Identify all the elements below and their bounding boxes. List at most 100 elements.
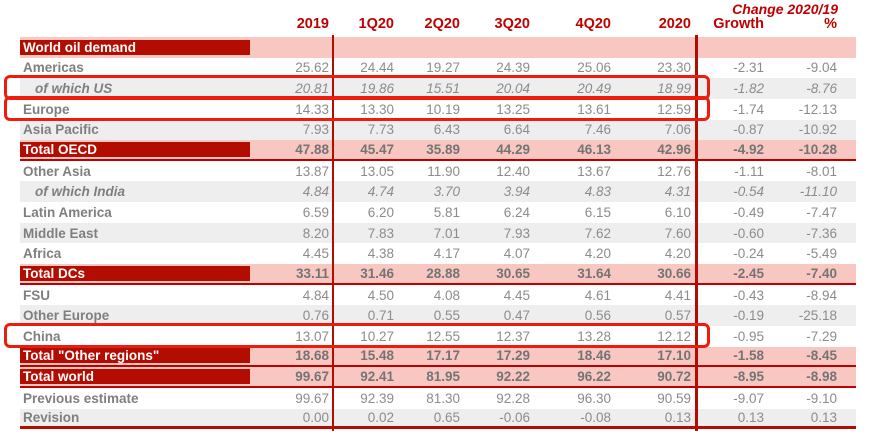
- cell-value: -0.43: [733, 287, 764, 303]
- table-body: World oil demand Americas 25.62 24.44 19.27…: [4, 37, 856, 430]
- cell-value: 31.64: [577, 265, 611, 281]
- row-label: Total DCs: [20, 265, 250, 281]
- row-label: Other Asia: [23, 163, 91, 179]
- table-row: Previous estimate 99.67 92.39 81.30 92.28 96.…: [20, 388, 856, 409]
- row-label: of which US: [35, 81, 113, 97]
- cell-value: 7.60: [664, 225, 691, 241]
- cell-value: 6.10: [664, 204, 691, 220]
- cell-value: -9.10: [806, 390, 837, 406]
- cell-value: 15.51: [426, 81, 460, 97]
- cell-value: -7.36: [806, 225, 837, 241]
- cell-value: -8.98: [806, 369, 837, 385]
- cell-value: 30.65: [496, 265, 530, 281]
- section-header-row: World oil demand: [20, 37, 856, 58]
- table-row: Total "Other regions" 18.68 15.48 17.17 17.2…: [20, 346, 856, 368]
- cell-value: 12.40: [496, 163, 530, 179]
- cell-value: 7.01: [433, 225, 460, 241]
- cell-value: -10.28: [798, 142, 837, 158]
- cell-value: 4.20: [584, 246, 611, 262]
- cell-value: 18.68: [295, 348, 329, 364]
- cell-value: -9.07: [733, 390, 764, 406]
- row-label: Total world: [20, 369, 250, 385]
- table-row: Europe 14.33 13.30 10.19 13.25 13.61 12.59 -1.7…: [4, 95, 856, 121]
- cell-value: 4.20: [664, 246, 691, 262]
- cell-value: 25.62: [295, 60, 329, 76]
- column-header: Growth: [713, 16, 764, 32]
- cell-value: 0.13: [737, 409, 764, 425]
- cell-value: 0.13: [810, 409, 837, 425]
- cell-value: 0.13: [664, 409, 691, 425]
- column-header: %: [824, 16, 837, 32]
- cell-value: 24.39: [496, 60, 530, 76]
- cell-value: 13.67: [577, 163, 611, 179]
- table-row: Middle East 8.20 7.83 7.01 7.93 7.62 7.60 -0.60…: [20, 222, 856, 244]
- cell-value: 20.49: [577, 81, 611, 97]
- cell-value: -2.45: [733, 265, 764, 281]
- cell-value: 92.41: [360, 369, 394, 385]
- cell-value: 30.66: [657, 265, 691, 281]
- table-row: Total OECD 47.88 45.47 35.89 44.29 46.13 42.96…: [20, 140, 856, 161]
- cell-value: 14.33: [295, 101, 329, 117]
- cell-value: 4.84: [302, 287, 329, 303]
- cell-value: 7.83: [367, 225, 394, 241]
- column-header: 4Q20: [575, 16, 611, 32]
- column-separator-line: [695, 35, 698, 431]
- cell-value: 24.44: [360, 60, 394, 76]
- section-title: World oil demand: [20, 39, 250, 55]
- row-label: Other Europe: [23, 308, 110, 324]
- cell-value: 99.67: [295, 390, 329, 406]
- cell-value: 47.88: [295, 142, 329, 158]
- cell-value: 4.07: [503, 246, 530, 262]
- cell-value: 25.06: [577, 60, 611, 76]
- cell-value: 4.08: [433, 287, 460, 303]
- cell-value: 4.41: [664, 287, 691, 303]
- table-row: Total world 99.67 92.41 81.95 92.22 96.22 90.7…: [20, 367, 856, 388]
- cell-value: 7.06: [664, 122, 691, 138]
- table-row: Other Europe 0.76 0.71 0.55 0.47 0.56 0.57 -0.1…: [20, 305, 856, 326]
- cell-value: 17.17: [426, 348, 460, 364]
- table-row: FSU 4.84 4.50 4.08 4.45 4.61 4.41 -0.43 -8.94: [20, 285, 856, 306]
- cell-value: 46.13: [577, 142, 611, 158]
- cell-value: 0.02: [367, 409, 394, 425]
- cell-value: 0.55: [433, 308, 460, 324]
- cell-value: -8.94: [806, 287, 837, 303]
- cell-value: -9.04: [806, 60, 837, 76]
- cell-value: 18.46: [577, 348, 611, 364]
- cell-value: -5.49: [806, 246, 837, 262]
- column-header: 2019: [296, 16, 329, 32]
- table-row: Americas 25.62 24.44 19.27 24.39 25.06 23.30 -2…: [20, 58, 856, 79]
- row-label: Total OECD: [20, 142, 250, 158]
- cell-value: 10.19: [426, 101, 460, 117]
- cell-value: -10.92: [798, 122, 837, 138]
- table-row: China 13.07 10.27 12.55 12.37 13.28 12.12 -0.95…: [4, 322, 856, 348]
- cell-value: 4.38: [367, 246, 394, 262]
- cell-value: 0.76: [302, 308, 329, 324]
- cell-value: 12.37: [496, 328, 530, 344]
- cell-value: 4.45: [302, 246, 329, 262]
- row-label: China: [23, 328, 61, 344]
- cell-value: 23.30: [657, 60, 691, 76]
- cell-value: -1.58: [733, 348, 764, 364]
- cell-value: -0.49: [733, 204, 764, 220]
- row-label: of which India: [35, 184, 125, 200]
- cell-value: 8.20: [302, 225, 329, 241]
- row-label: Africa: [23, 246, 62, 262]
- cell-value: 7.93: [503, 225, 530, 241]
- cell-value: 44.29: [496, 142, 530, 158]
- column-header: 2Q20: [424, 16, 460, 32]
- cell-value: -0.87: [733, 122, 764, 138]
- cell-value: 13.07: [295, 328, 329, 344]
- cell-value: -7.40: [806, 265, 837, 281]
- cell-value: 17.10: [657, 348, 691, 364]
- cell-value: 28.88: [426, 265, 460, 281]
- cell-value: 4.74: [367, 184, 394, 200]
- cell-value: 19.86: [360, 81, 394, 97]
- cell-value: 0.65: [433, 409, 460, 425]
- cell-value: 13.87: [295, 163, 329, 179]
- cell-value: 6.64: [503, 122, 530, 138]
- cell-value: 0.71: [367, 308, 394, 324]
- cell-value: 7.73: [367, 122, 394, 138]
- cell-value: 7.46: [584, 122, 611, 138]
- cell-value: 6.20: [367, 204, 394, 220]
- cell-value: 19.27: [426, 60, 460, 76]
